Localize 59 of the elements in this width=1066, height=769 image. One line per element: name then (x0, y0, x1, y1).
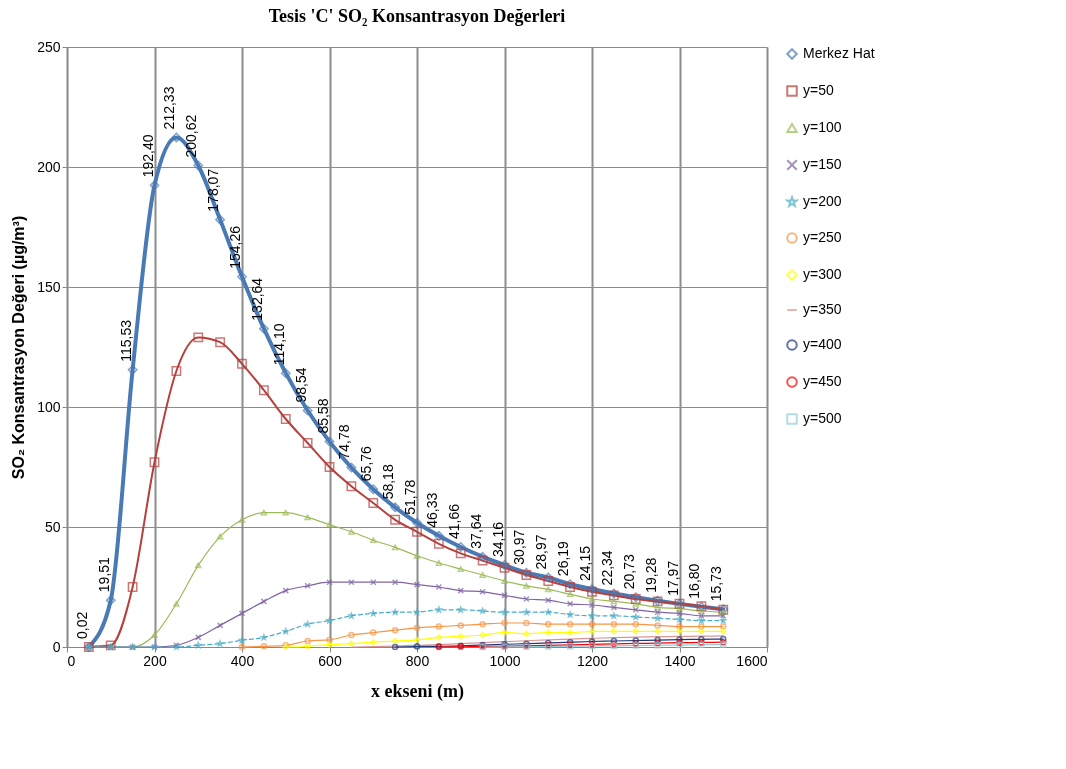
legend-label: y=150 (803, 156, 842, 172)
x-tick-label: 1600 (736, 652, 768, 669)
legend-label: y=300 (803, 266, 842, 282)
data-label: 85,58 (314, 398, 331, 434)
legend-label: y=500 (803, 410, 842, 426)
x-tick-label: 1400 (664, 652, 696, 669)
data-label: 192,40 (139, 134, 156, 178)
data-label: 19,51 (95, 556, 112, 593)
legend-label: y=200 (803, 193, 842, 209)
legend-label: y=100 (803, 119, 842, 135)
x-tick-label: 800 (405, 652, 430, 669)
data-label: 58,18 (380, 464, 397, 500)
data-label: 115,53 (117, 319, 134, 362)
data-label: 24,15 (577, 545, 593, 582)
data-label: 41,66 (445, 503, 462, 540)
legend-label: y=250 (803, 229, 842, 245)
x-tick-label: 1000 (489, 652, 521, 669)
y-axis-title: SO₂ Konsantrasyon Değeri (µg/m³) (10, 215, 28, 480)
data-label: 22,34 (598, 550, 615, 586)
x-axis-title: x ekseni (m) (371, 680, 464, 702)
data-label: 34,16 (489, 521, 506, 558)
data-label: 19,28 (642, 557, 659, 593)
y-tick-label: 250 (37, 38, 61, 55)
x-tick-label: 200 (143, 652, 167, 669)
data-label: 26,19 (555, 540, 572, 577)
data-label: 65,76 (358, 445, 375, 482)
data-label: 98,54 (292, 367, 309, 403)
x-tick-label: 1200 (576, 652, 609, 669)
data-label: 114,10 (270, 323, 287, 366)
data-label: 51,78 (402, 479, 418, 515)
data-label: 212,33 (161, 86, 178, 130)
data-label: 0,02 (73, 611, 90, 639)
data-label: 30,97 (511, 529, 528, 565)
data-label: 132,64 (248, 277, 265, 321)
data-label: 154,26 (227, 225, 243, 269)
legend-label: Merkez Hat (803, 45, 875, 61)
x-tick-label: 0 (67, 652, 76, 669)
legend-label: y=400 (803, 336, 842, 352)
data-label: 15,73 (708, 566, 725, 602)
x-tick-label: 400 (230, 652, 255, 669)
y-tick-label: 200 (37, 158, 61, 175)
y-tick-label: 0 (52, 638, 61, 655)
data-label: 20,73 (620, 554, 637, 590)
legend-label: y=450 (803, 373, 842, 389)
x-tick-label: 600 (318, 652, 342, 669)
data-label: 200,62 (183, 114, 200, 158)
y-tick-label: 100 (37, 398, 61, 415)
data-label: 74,78 (336, 424, 353, 460)
legend-label: y=50 (803, 82, 834, 98)
data-label: 178,07 (205, 168, 222, 212)
data-label: 16,80 (686, 563, 703, 599)
data-label: 37,64 (467, 513, 484, 549)
data-label: 46,33 (423, 492, 440, 528)
y-tick-label: 50 (44, 518, 61, 535)
data-label: 28,97 (533, 534, 550, 570)
data-label: 17,97 (664, 560, 681, 596)
y-tick-label: 150 (37, 278, 61, 295)
chart-title: Tesis 'C' SO₂ Konsantrasyon Değerleri (268, 6, 566, 26)
legend-label: y=350 (803, 301, 842, 317)
